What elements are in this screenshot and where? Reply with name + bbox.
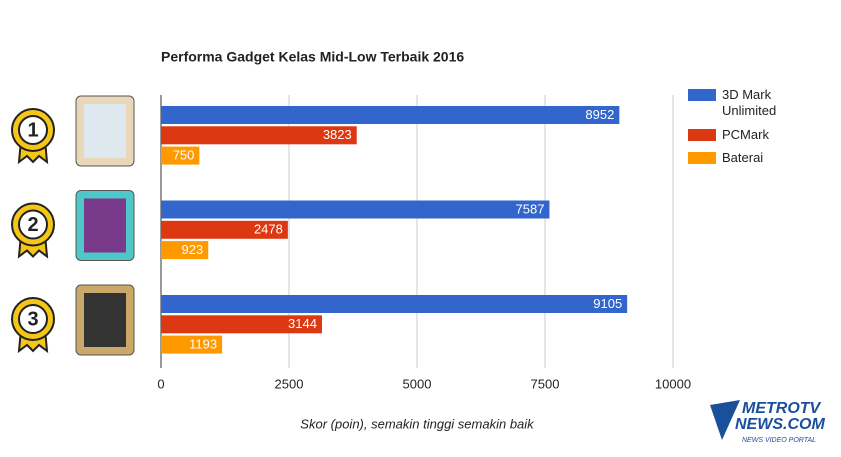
badge-inner bbox=[18, 115, 48, 145]
value-label: 3823 bbox=[323, 127, 352, 142]
logo-text: NEWS.COM bbox=[735, 416, 825, 433]
value-label: 750 bbox=[173, 148, 195, 163]
logo-icon bbox=[710, 400, 740, 440]
bar bbox=[161, 126, 357, 145]
bar bbox=[161, 146, 200, 165]
x-tick-label: 2500 bbox=[275, 376, 304, 391]
bar bbox=[161, 200, 550, 219]
legend-label: PCMark bbox=[722, 127, 769, 142]
bar bbox=[161, 220, 288, 239]
category-label: 2 bbox=[27, 214, 38, 236]
phone-screen bbox=[84, 293, 126, 347]
bar bbox=[161, 106, 620, 124]
value-label: 9105 bbox=[593, 296, 622, 311]
x-tick-label: 7500 bbox=[531, 376, 560, 391]
category-label: 1 bbox=[27, 119, 38, 141]
value-label: 3144 bbox=[288, 316, 317, 331]
bar bbox=[161, 335, 223, 354]
badge-inner bbox=[18, 209, 48, 240]
value-label: 7587 bbox=[516, 201, 545, 216]
value-label: 2478 bbox=[254, 222, 283, 237]
logo-tagline: NEWS VIDEO PORTAL bbox=[742, 437, 816, 444]
phone-screen bbox=[84, 198, 126, 253]
value-label: 923 bbox=[182, 242, 204, 257]
legend-swatch bbox=[688, 152, 716, 164]
x-axis-label: Skor (poin), semakin tinggi semakin baik bbox=[300, 416, 535, 431]
legend-swatch bbox=[688, 129, 716, 141]
chart-title: Performa Gadget Kelas Mid-Low Terbaik 20… bbox=[161, 49, 464, 65]
x-tick-label: 0 bbox=[157, 376, 164, 391]
bar bbox=[161, 295, 628, 313]
logo: METROTV NEWS.COM NEWS VIDEO PORTAL bbox=[710, 400, 825, 444]
category-label: 3 bbox=[27, 308, 38, 330]
legend-label: 3D Mark Unlimited bbox=[722, 87, 777, 118]
legend-label: Baterai bbox=[722, 150, 764, 165]
bar bbox=[161, 315, 322, 334]
value-label: 1193 bbox=[189, 337, 217, 352]
badge-inner bbox=[18, 304, 48, 334]
bar bbox=[161, 241, 209, 260]
x-tick-label: 10000 bbox=[655, 376, 691, 391]
logo-text: METROTV bbox=[742, 400, 822, 417]
x-tick-label: 5000 bbox=[403, 376, 432, 391]
phone-screen bbox=[84, 104, 126, 158]
legend-swatch bbox=[688, 89, 716, 101]
value-label: 8952 bbox=[585, 107, 614, 122]
